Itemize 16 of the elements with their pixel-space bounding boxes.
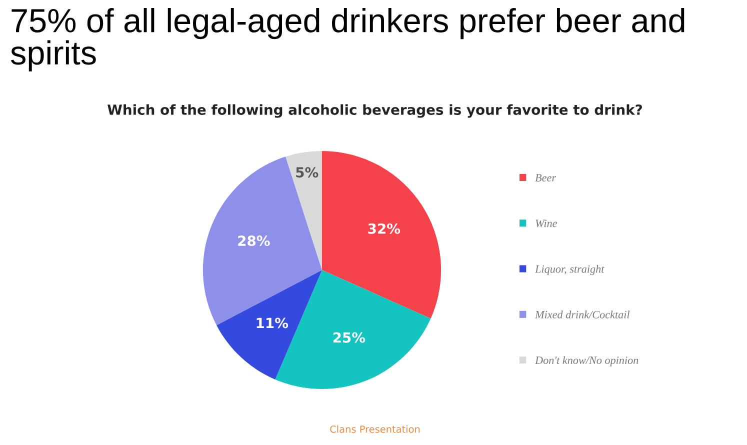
legend-label: Liquor, straight [534,264,604,276]
data-label: 5% [296,167,318,178]
legend-label: Mixed drink/Cocktail [534,310,630,318]
chart-title: 75% of all legal-aged drinkers prefer beer and spirits [10,8,684,72]
data-label: 32% [368,223,400,234]
chart-subtitle: Which of the following alcoholic beverages is your favorite to drink? [108,104,642,118]
data-label: 25% [333,332,366,343]
legend-label: Wine [536,220,558,228]
legend-label: Don't know/No opinion [534,356,638,366]
legend-label: Beer [535,174,556,182]
text: Clans Presentation [330,425,420,433]
pie-slice [216,270,322,380]
pie-slice [322,150,442,319]
pie-slice [286,150,322,270]
data-label: 11% [256,318,288,328]
data-label: 28% [238,236,270,246]
